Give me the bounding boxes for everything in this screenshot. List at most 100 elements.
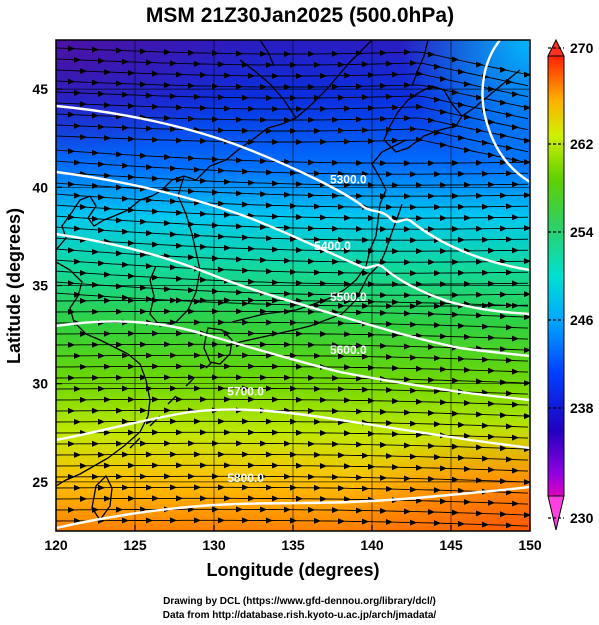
wind-arrow xyxy=(404,115,411,122)
wind-arrow xyxy=(98,293,105,300)
wind-arrow xyxy=(506,324,513,331)
wind-arrow xyxy=(524,225,530,232)
wind-arrow xyxy=(104,396,111,403)
wind-arrow xyxy=(338,127,345,134)
wind-arrow xyxy=(290,268,297,275)
wind-arrow xyxy=(122,228,129,235)
wind-arrow xyxy=(320,462,327,469)
wind-arrow xyxy=(476,312,483,319)
wind-arrow xyxy=(500,346,507,353)
wind-arrow xyxy=(122,517,129,524)
wind-arrow xyxy=(464,367,471,374)
wind-arrow xyxy=(146,59,153,66)
wind-arrow xyxy=(260,440,267,447)
streamline xyxy=(56,281,529,296)
streamline xyxy=(56,475,529,483)
wind-arrow xyxy=(68,280,75,287)
streamline xyxy=(56,182,529,197)
wind-arrow xyxy=(128,102,135,109)
wind-arrow xyxy=(290,517,297,524)
wind-arrow xyxy=(128,69,135,76)
wind-arrow xyxy=(482,455,489,462)
wind-arrow xyxy=(428,160,435,167)
wind-arrow xyxy=(284,290,291,297)
wind-arrow xyxy=(212,222,219,229)
wind-arrow xyxy=(392,137,399,144)
wind-arrow xyxy=(488,214,495,221)
coastline-korea-peninsula xyxy=(149,175,201,327)
wind-arrow xyxy=(212,50,219,57)
coastline-japan-pacific xyxy=(225,203,403,347)
wind-arrow xyxy=(308,374,315,381)
wind-arrow xyxy=(176,462,183,469)
wind-arrow xyxy=(506,144,513,151)
wind-arrow xyxy=(242,385,249,392)
wind-arrow xyxy=(200,462,207,469)
wind-arrow xyxy=(356,408,363,415)
wind-arrow xyxy=(200,495,207,502)
streamline xyxy=(56,343,529,351)
wind-arrow xyxy=(200,276,207,283)
wind-arrow xyxy=(260,308,267,315)
wind-arrow xyxy=(242,168,249,175)
wind-arrow xyxy=(386,321,393,328)
wind-arrow xyxy=(434,520,441,527)
wind-arrow xyxy=(380,474,387,481)
wind-arrow xyxy=(488,499,495,506)
wind-arrow xyxy=(506,456,513,463)
wind-arrow xyxy=(458,322,465,329)
wind-arrow xyxy=(242,267,249,274)
wind-arrow xyxy=(296,105,303,112)
wind-arrow xyxy=(212,83,219,90)
contour-line-5700 xyxy=(56,408,530,450)
wind-arrow xyxy=(80,134,87,141)
x-axis-ticks: 120 125 130 135 140 145 150 xyxy=(44,525,542,553)
wind-arrow xyxy=(152,396,159,403)
wind-arrow xyxy=(404,508,411,515)
wind-arrow xyxy=(506,111,513,118)
wind-arrow xyxy=(296,247,303,254)
wind-arrow xyxy=(458,454,465,461)
wind-arrow xyxy=(320,138,327,145)
wind-arrow xyxy=(224,297,231,304)
wind-arrow xyxy=(98,385,105,392)
contour-line-5800 xyxy=(56,485,530,530)
wind-arrow xyxy=(170,60,177,67)
wind-arrow xyxy=(356,116,363,123)
wind-arrow xyxy=(458,487,465,494)
wind-arrow xyxy=(320,495,327,502)
wind-arrow xyxy=(236,374,243,381)
wind-arrow xyxy=(176,104,183,111)
wind-arrow xyxy=(176,209,183,216)
wind-arrow xyxy=(98,123,105,130)
wind-arrow xyxy=(200,138,207,145)
coastlines xyxy=(56,40,521,522)
wind-arrow xyxy=(482,139,489,146)
wind-arrow xyxy=(392,182,399,189)
wind-arrow xyxy=(260,257,267,264)
wind-arrow xyxy=(392,104,399,111)
wind-arrow xyxy=(356,160,363,167)
wind-arrow xyxy=(290,418,297,425)
wind-arrow xyxy=(356,342,363,349)
wind-arrow xyxy=(434,171,441,178)
wind-arrow xyxy=(410,270,417,277)
wind-arrow xyxy=(308,159,315,166)
wind-arrow xyxy=(80,204,87,211)
wind-arrow xyxy=(164,49,171,56)
wind-arrow xyxy=(116,440,123,447)
wind-arrow xyxy=(344,463,351,470)
wind-arrow xyxy=(188,287,195,294)
wind-arrow xyxy=(356,474,363,481)
wind-arrow xyxy=(500,99,507,106)
wind-arrow xyxy=(368,397,375,404)
x-tick-label-130: 130 xyxy=(202,537,226,553)
wind-arrow xyxy=(524,291,530,298)
wind-arrow xyxy=(248,245,255,252)
wind-arrow xyxy=(74,418,81,425)
wind-arrow xyxy=(152,462,159,469)
wind-arrow xyxy=(218,418,225,425)
wind-arrow xyxy=(332,258,339,265)
wind-arrow xyxy=(320,214,327,221)
wind-arrow xyxy=(236,116,243,123)
